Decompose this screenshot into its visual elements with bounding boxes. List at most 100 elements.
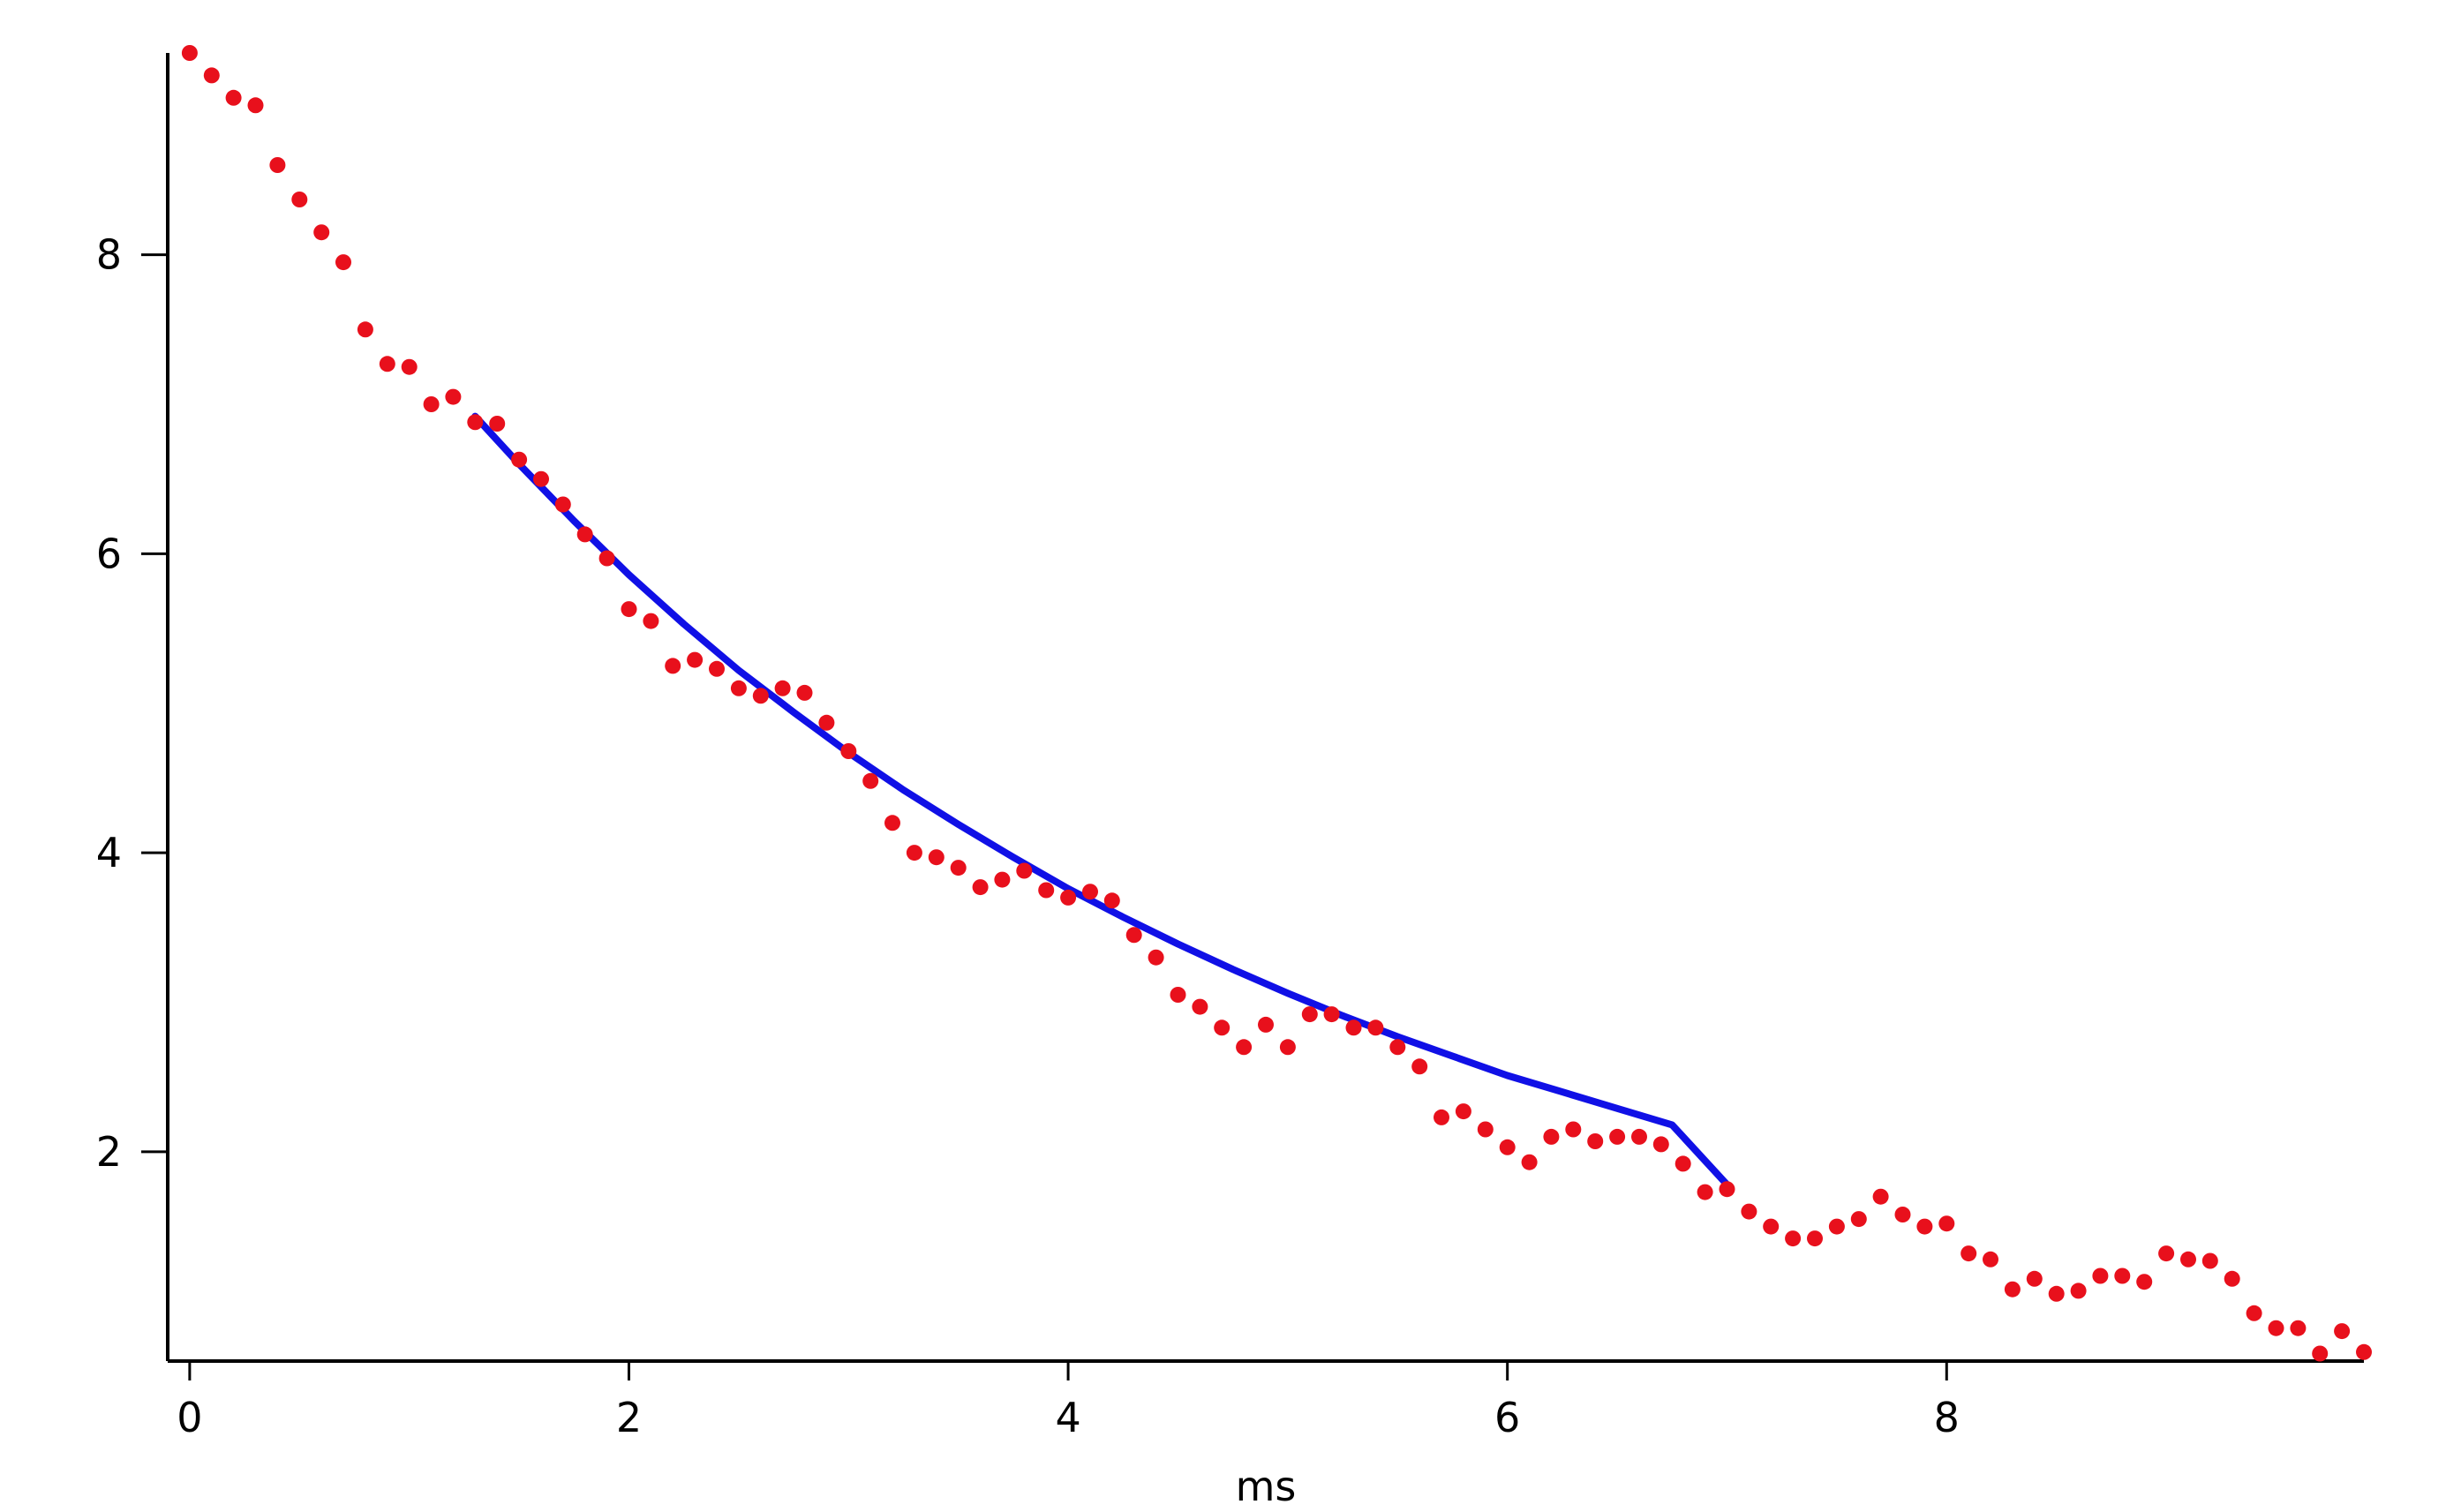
- data-point: [994, 871, 1011, 888]
- data-point: [181, 45, 198, 61]
- data-point: [972, 879, 989, 896]
- data-point: [401, 358, 418, 375]
- data-point: [357, 321, 373, 338]
- data-point: [445, 388, 462, 405]
- data-point: [906, 845, 922, 861]
- data-point: [1148, 949, 1164, 966]
- data-point: [1455, 1103, 1471, 1120]
- x-tick-label: 2: [616, 1394, 642, 1441]
- data-point: [1719, 1181, 1735, 1198]
- x-tick-label: 6: [1494, 1394, 1520, 1441]
- data-point: [840, 743, 857, 759]
- data-point: [1938, 1215, 1955, 1232]
- x-axis-label: ms: [1236, 1463, 1297, 1508]
- data-point: [1872, 1188, 1889, 1205]
- data-point: [576, 526, 593, 543]
- data-point: [643, 613, 659, 629]
- data-point: [1565, 1121, 1582, 1138]
- data-point: [313, 224, 330, 241]
- data-point: [1631, 1128, 1647, 1145]
- data-point: [1983, 1251, 1998, 1268]
- y-tick-label: 2: [96, 1128, 122, 1176]
- data-point: [1434, 1109, 1449, 1125]
- data-point: [1609, 1128, 1626, 1145]
- data-point: [1499, 1139, 1516, 1155]
- data-point: [2004, 1281, 2021, 1298]
- data-point: [2092, 1268, 2109, 1284]
- data-point: [1894, 1207, 1911, 1222]
- x-tick-label: 0: [177, 1394, 202, 1441]
- data-point: [862, 772, 879, 789]
- data-point: [511, 451, 528, 468]
- data-point: [1279, 1039, 1296, 1056]
- data-point: [2246, 1305, 2262, 1321]
- data-point: [796, 684, 813, 701]
- data-point: [1060, 889, 1077, 906]
- data-point: [2070, 1283, 2087, 1299]
- data-point: [1785, 1230, 1802, 1247]
- data-point: [2136, 1274, 2153, 1290]
- data-point: [2201, 1252, 2218, 1269]
- axes-layer: 0 2 4 6 8 2 4 6 8: [96, 53, 2364, 1441]
- data-point: [1850, 1211, 1867, 1228]
- data-point: [2268, 1320, 2284, 1336]
- points-layer: [181, 45, 2372, 1362]
- data-point: [1125, 927, 1142, 944]
- data-point: [1652, 1136, 1669, 1153]
- data-point: [1411, 1058, 1428, 1075]
- data-point: [1543, 1128, 1560, 1145]
- data-point: [291, 192, 308, 207]
- data-point: [225, 89, 242, 106]
- data-point: [1828, 1218, 1845, 1235]
- data-point: [489, 416, 506, 432]
- data-point: [2180, 1251, 2196, 1268]
- data-point: [2290, 1320, 2307, 1336]
- fit-curve: [471, 412, 1731, 1189]
- data-point: [2048, 1285, 2065, 1302]
- data-point: [950, 860, 967, 876]
- data-point: [1741, 1203, 1757, 1220]
- data-point: [1675, 1155, 1691, 1172]
- data-point: [1521, 1154, 1538, 1170]
- data-point: [1170, 987, 1186, 1003]
- data-point: [752, 688, 769, 704]
- data-point: [884, 815, 900, 831]
- data-point: [467, 414, 484, 431]
- data-point: [269, 157, 286, 173]
- data-point: [2158, 1245, 2175, 1262]
- data-point: [709, 660, 725, 677]
- y-tick-label: 4: [96, 829, 122, 876]
- data-point: [818, 714, 835, 731]
- data-point: [1236, 1039, 1253, 1056]
- data-point: [1016, 862, 1033, 879]
- data-point: [2312, 1345, 2329, 1362]
- data-point: [1961, 1245, 1977, 1262]
- data-point: [1587, 1133, 1604, 1149]
- data-point: [1389, 1039, 1406, 1056]
- x-tick-label: 4: [1055, 1394, 1080, 1441]
- data-point: [2356, 1343, 2372, 1360]
- y-tick-label: 6: [96, 530, 122, 577]
- data-point: [533, 470, 549, 487]
- data-point: [1697, 1184, 1713, 1200]
- data-point: [2224, 1270, 2240, 1287]
- data-point: [687, 651, 704, 668]
- data-point: [1301, 1006, 1318, 1023]
- data-point: [1807, 1230, 1823, 1247]
- data-point: [1214, 1019, 1230, 1036]
- data-point: [203, 67, 220, 84]
- data-point: [1323, 1006, 1340, 1023]
- data-point: [1477, 1121, 1494, 1138]
- data-point: [1192, 998, 1208, 1015]
- y-tick-label: 8: [96, 231, 122, 279]
- data-point: [247, 97, 264, 114]
- data-point: [598, 550, 615, 567]
- data-point: [1038, 882, 1055, 899]
- data-point: [1103, 892, 1120, 909]
- data-point: [928, 849, 945, 866]
- data-point: [1367, 1019, 1384, 1036]
- data-point: [423, 396, 440, 412]
- data-point: [554, 496, 571, 513]
- data-point: [621, 601, 637, 618]
